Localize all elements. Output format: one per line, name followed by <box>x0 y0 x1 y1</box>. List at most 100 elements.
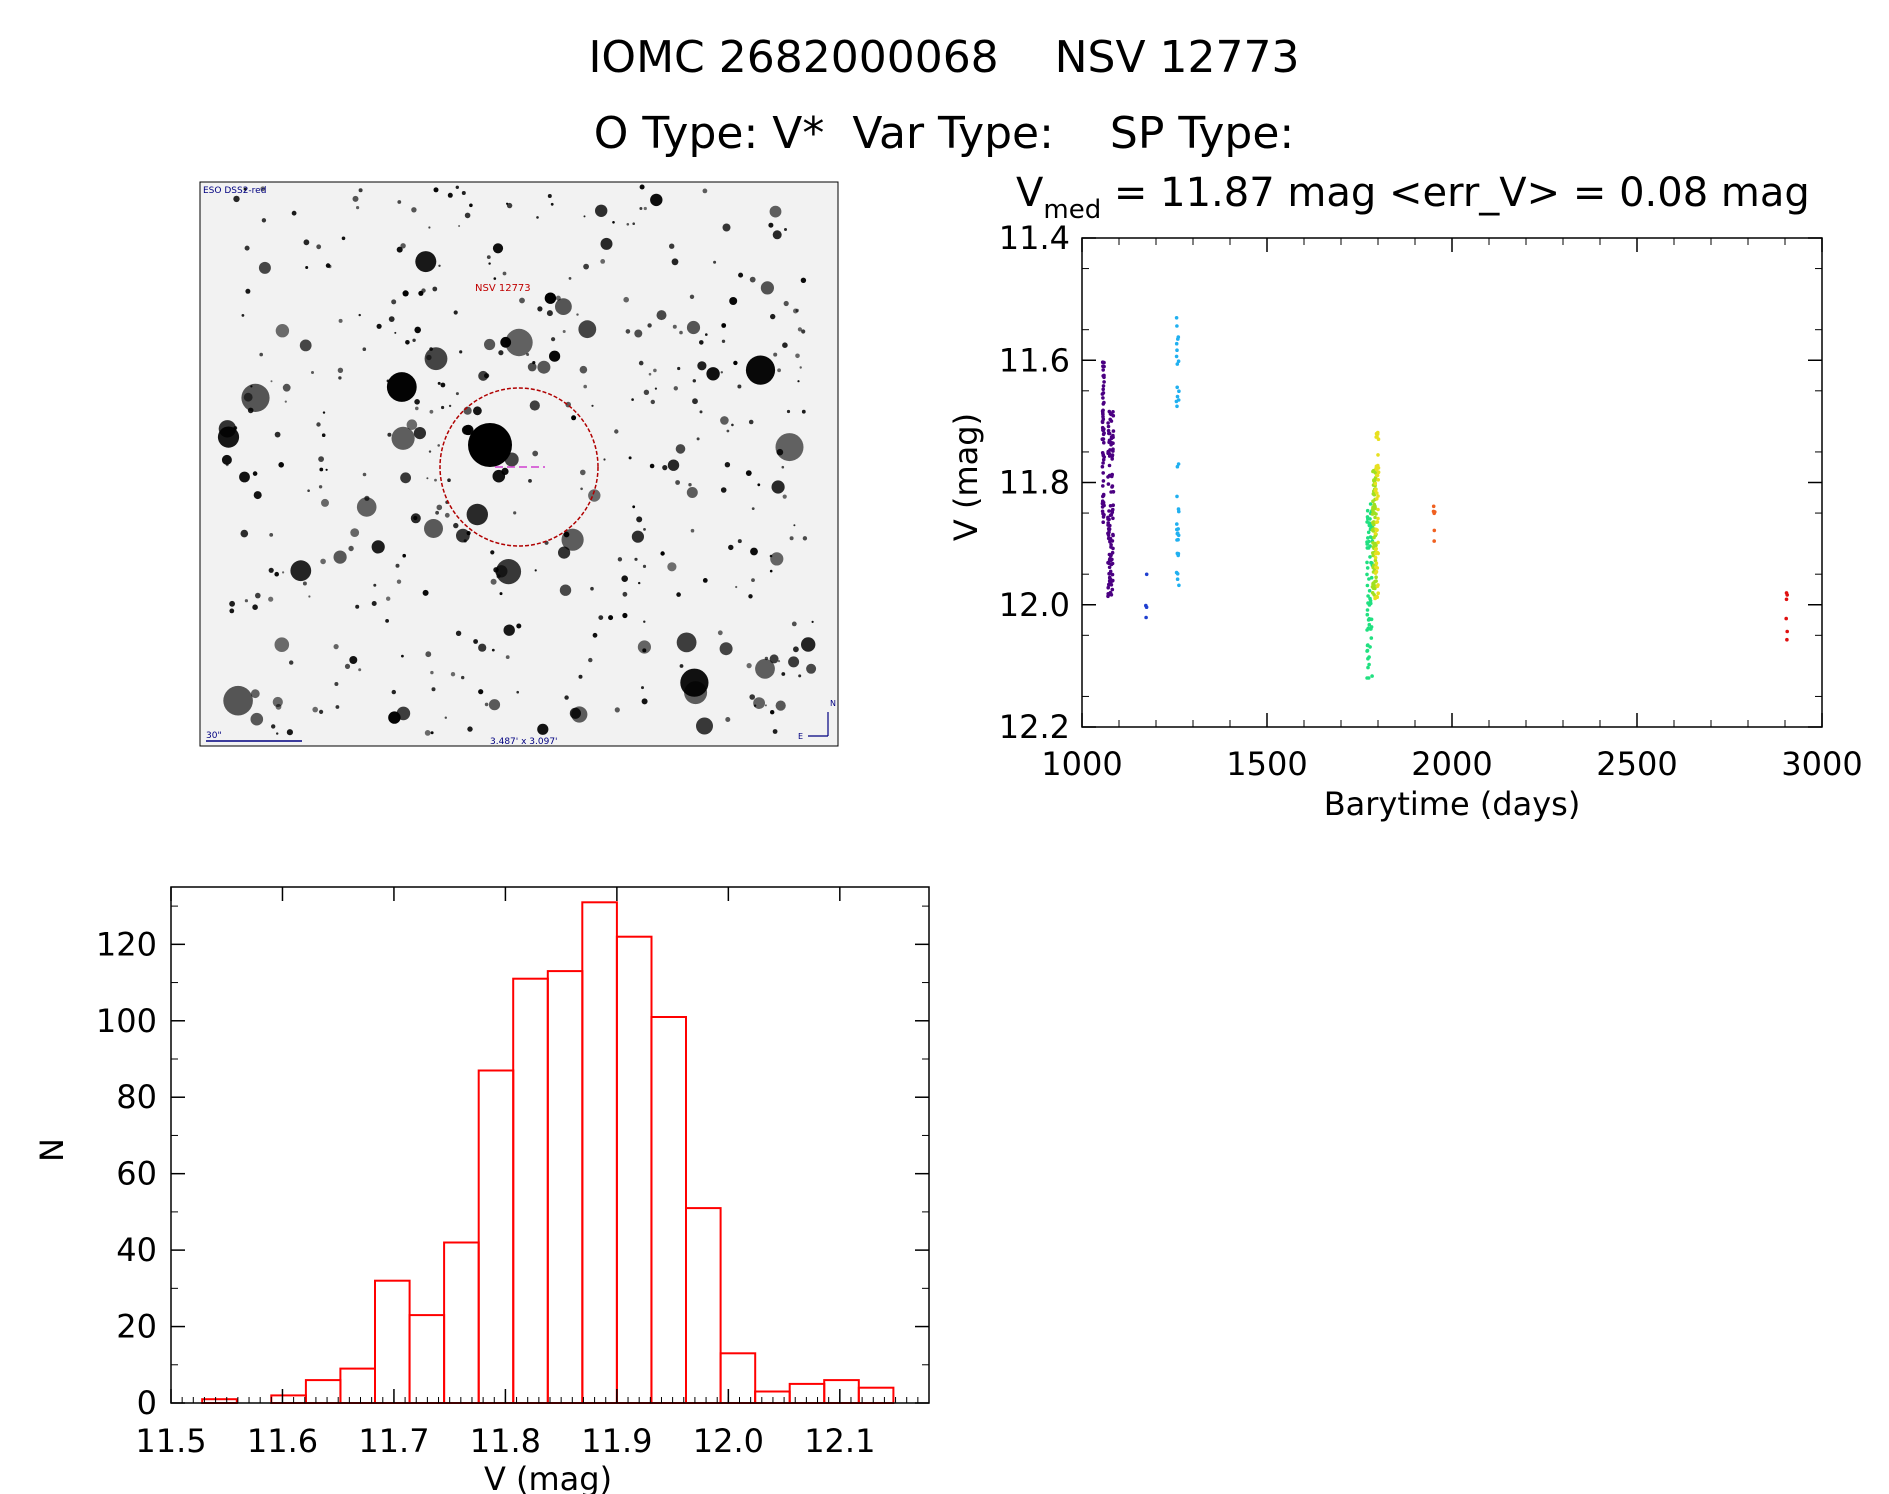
star <box>402 290 409 297</box>
star <box>692 379 696 383</box>
aperture-circle <box>439 387 599 547</box>
star <box>302 581 307 586</box>
star <box>733 360 738 366</box>
light-curve-axes: 1000 1500 2000 2500 3000 11.4 11.6 11.8 12.0 12.2 <box>999 219 1863 783</box>
star <box>564 695 569 700</box>
data-point <box>1102 440 1106 445</box>
star <box>769 569 773 573</box>
star <box>505 655 510 659</box>
data-point <box>1432 511 1436 516</box>
star <box>436 504 443 511</box>
star <box>643 620 646 623</box>
data-point <box>1110 484 1115 488</box>
star <box>429 347 433 351</box>
star <box>402 553 407 558</box>
x-tick-label: 3000 <box>1781 745 1862 783</box>
data-point <box>1101 471 1105 475</box>
star <box>705 333 708 336</box>
data-point <box>1176 335 1181 339</box>
x-tick-label: 2500 <box>1596 745 1677 783</box>
star <box>738 272 744 278</box>
star <box>391 689 396 695</box>
histogram-bar <box>650 1016 688 1404</box>
x-tick-label: 11.6 <box>247 1422 318 1460</box>
star <box>679 664 684 668</box>
star <box>595 204 608 217</box>
data-point <box>1100 360 1105 365</box>
star <box>783 300 789 307</box>
star <box>782 342 788 349</box>
star <box>461 191 466 195</box>
star <box>580 469 586 476</box>
data-point <box>1366 594 1370 598</box>
star <box>270 380 273 383</box>
data-point <box>1431 504 1436 509</box>
star <box>349 656 358 664</box>
star <box>799 366 802 369</box>
data-point <box>1372 522 1376 527</box>
star <box>358 188 363 193</box>
star <box>386 379 390 383</box>
data-point <box>1174 354 1179 359</box>
light-curve-xlabel: Barytime (days) <box>1324 785 1581 823</box>
data-point <box>1177 389 1181 394</box>
y-tick-label: 11.8 <box>999 464 1070 502</box>
star <box>274 637 290 652</box>
north-label: N <box>830 699 836 708</box>
data-point <box>1108 504 1113 508</box>
data-point <box>1784 597 1789 602</box>
star <box>638 360 644 366</box>
y-tick-label: 80 <box>116 1078 157 1116</box>
star <box>333 550 347 564</box>
data-point <box>1110 587 1115 592</box>
star <box>274 431 281 438</box>
data-point <box>1108 590 1113 595</box>
data-point <box>1108 523 1112 528</box>
star <box>386 372 417 402</box>
histogram-bar <box>443 1241 480 1404</box>
star <box>669 243 675 249</box>
y-tick-label: 11.6 <box>999 341 1070 379</box>
data-point <box>1144 603 1148 608</box>
data-point <box>1175 348 1179 353</box>
star <box>488 262 491 265</box>
star <box>532 450 539 457</box>
star <box>493 277 497 280</box>
star <box>321 498 329 507</box>
data-point <box>1107 565 1112 570</box>
star <box>413 427 426 440</box>
star <box>468 423 512 467</box>
star <box>430 731 434 735</box>
star <box>303 239 310 246</box>
data-point <box>1106 585 1110 590</box>
data-point <box>1176 551 1181 556</box>
star <box>486 255 491 259</box>
data-point <box>1175 494 1179 499</box>
star <box>650 399 655 405</box>
star <box>432 286 438 292</box>
data-point <box>1376 466 1381 470</box>
star <box>719 642 733 656</box>
star <box>453 310 458 315</box>
y-tick-label: 12.0 <box>999 586 1070 624</box>
data-point <box>1176 359 1181 364</box>
data-point <box>1371 541 1375 545</box>
data-point <box>1177 583 1181 588</box>
star <box>690 528 695 533</box>
histogram-bars <box>201 901 895 1405</box>
star <box>770 552 784 566</box>
data-point <box>1101 396 1105 400</box>
data-point <box>1366 665 1370 670</box>
data-point <box>1106 533 1111 538</box>
histogram-chart: 11.5 11.6 11.7 11.8 11.9 12.0 12.1 0 20 40 60 80 100… <box>33 886 930 1494</box>
data-point <box>1366 530 1371 535</box>
data-point <box>1109 512 1114 517</box>
star <box>221 454 232 465</box>
star <box>571 415 577 421</box>
star <box>321 433 326 438</box>
star <box>440 382 446 388</box>
star <box>621 575 628 582</box>
histogram-bar <box>719 1352 757 1405</box>
star <box>290 560 312 582</box>
data-point <box>1376 516 1380 521</box>
